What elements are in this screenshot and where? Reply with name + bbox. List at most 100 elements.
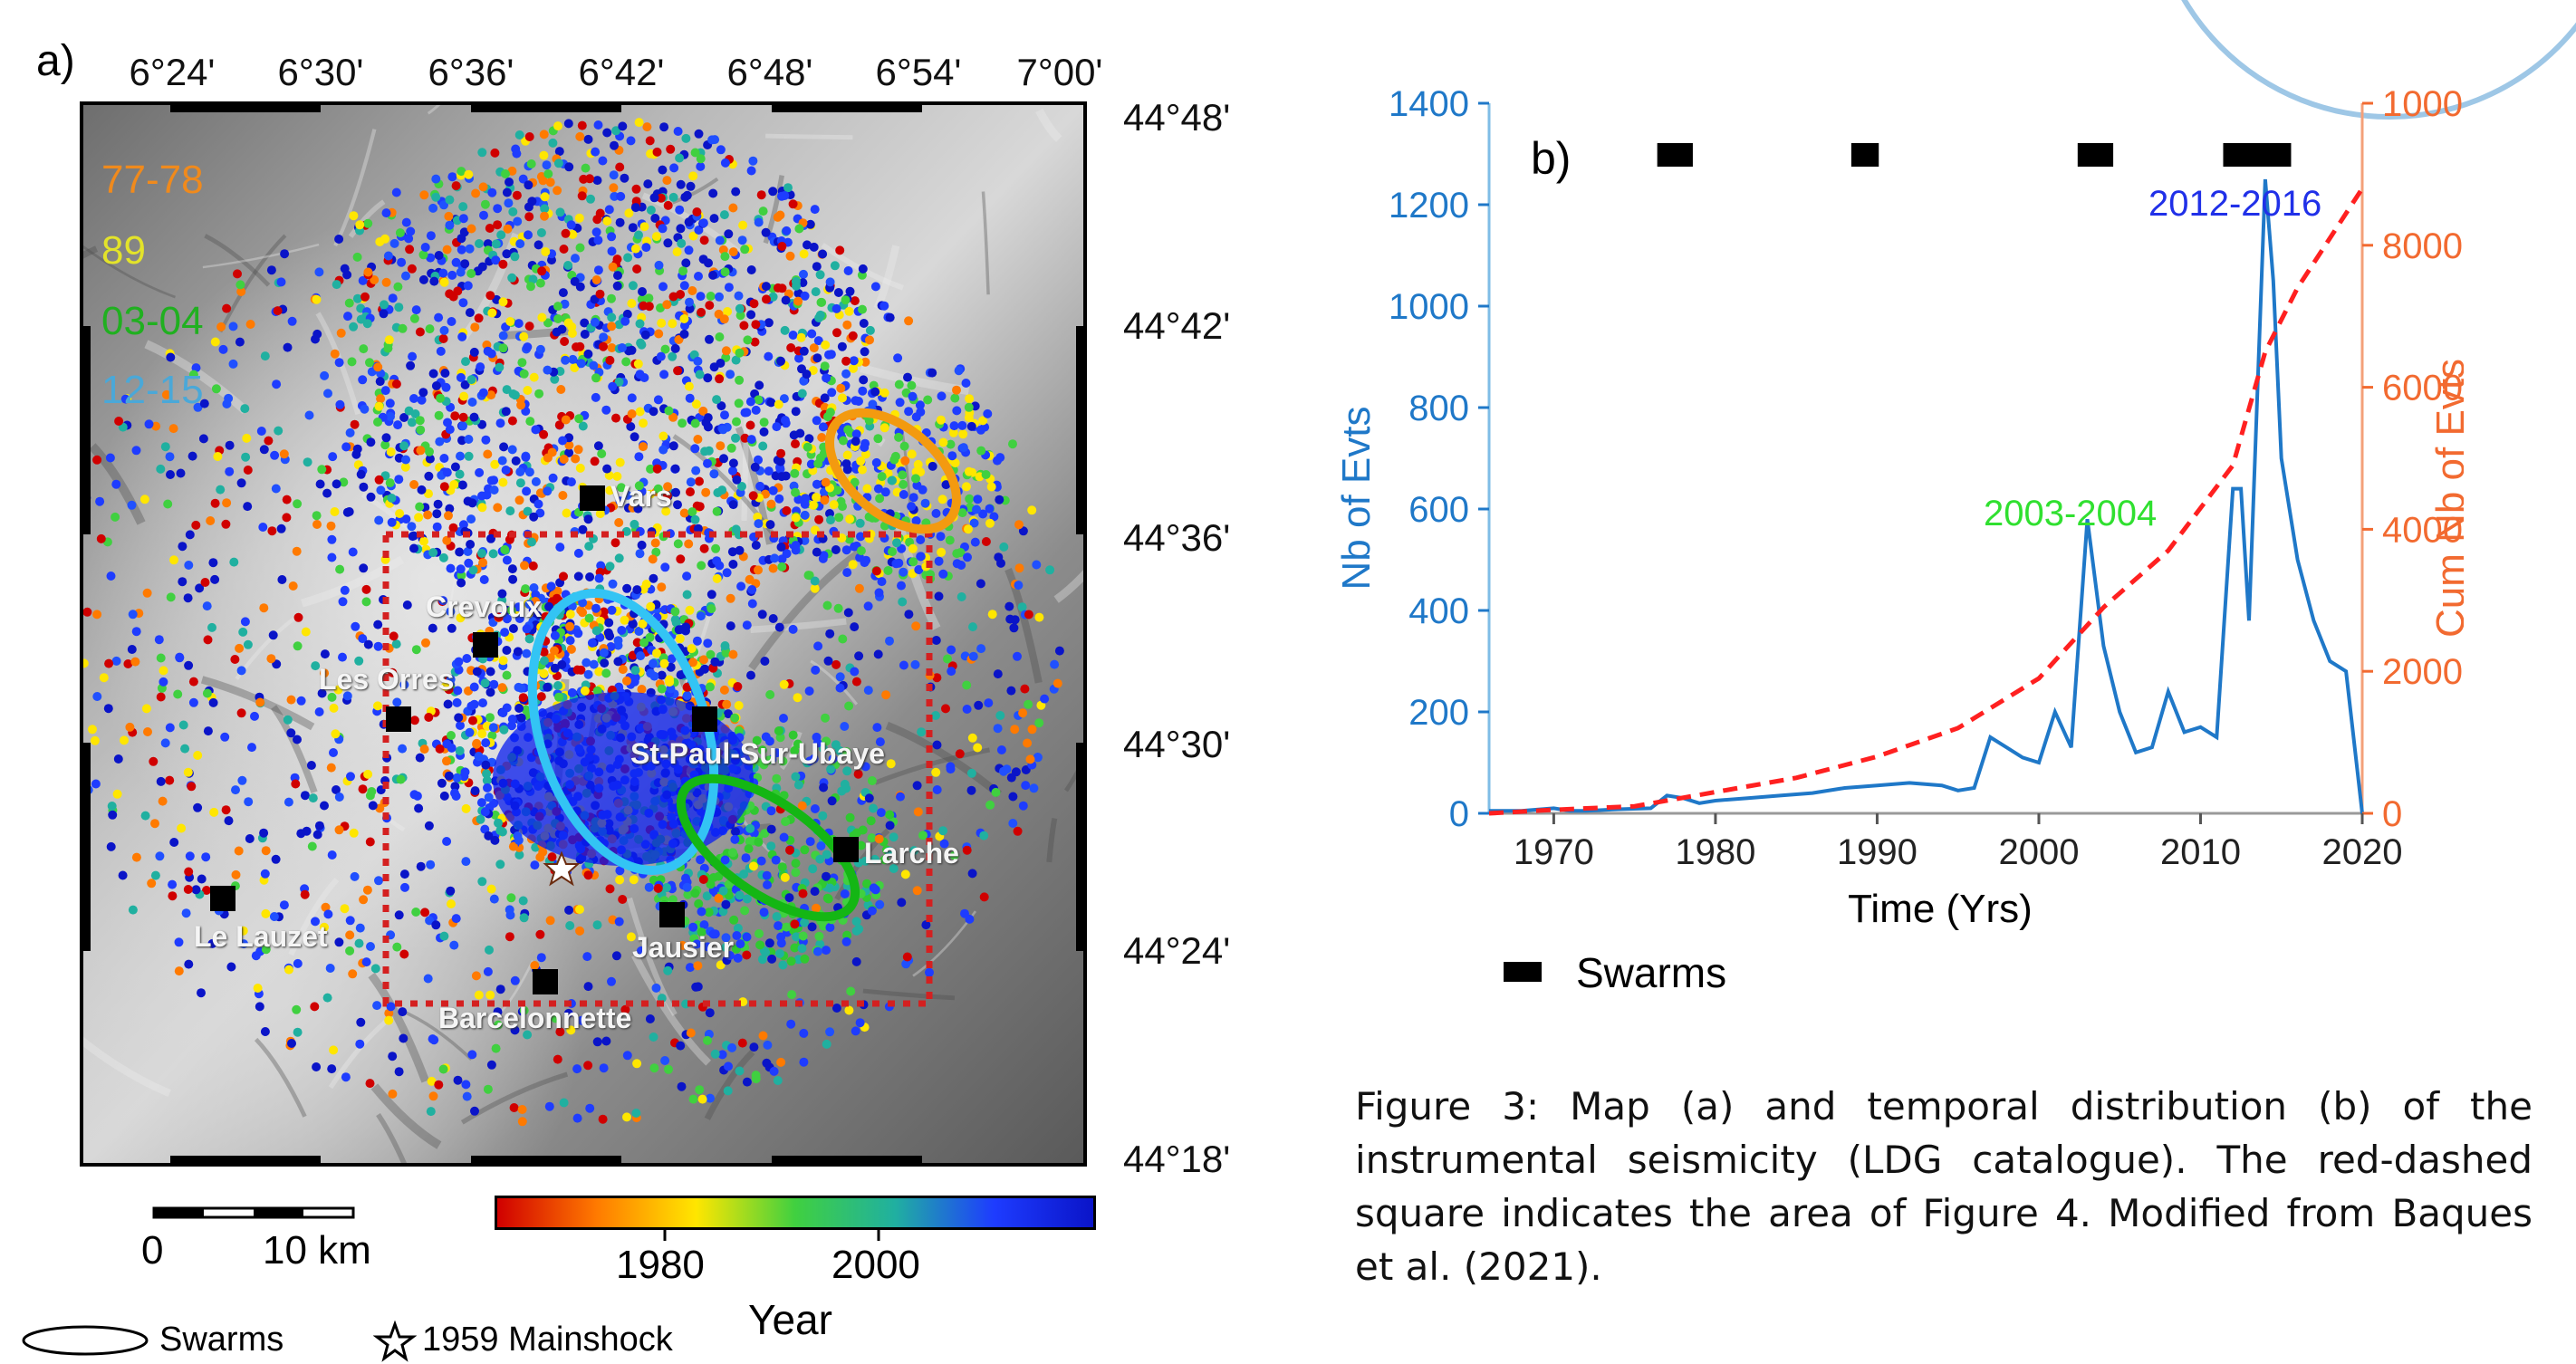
epicenter-dot	[624, 208, 634, 218]
epicenter-dot	[533, 240, 543, 250]
epicenter-dot	[593, 441, 603, 451]
epicenter-dot	[658, 282, 668, 292]
epicenter-dot	[570, 363, 580, 372]
epicenter-dot	[568, 354, 578, 364]
epicenter-dot	[469, 412, 479, 422]
epicenter-dot	[543, 365, 553, 375]
epicenter-dot	[634, 118, 644, 128]
epicenter-dot	[791, 439, 800, 449]
epicenter-dot	[502, 646, 512, 655]
relief-ridge	[406, 1011, 473, 1061]
epicenter-dot	[673, 500, 682, 510]
lat-label: 44°18'	[1123, 1138, 1231, 1180]
map-canvas	[83, 105, 1083, 1163]
epicenter-dot	[686, 487, 695, 497]
epicenter-dot	[564, 440, 574, 450]
epicenter-dot	[434, 410, 444, 420]
relief-ridge	[218, 234, 287, 333]
epicenter-dot	[558, 436, 568, 446]
epicenter-dot	[701, 487, 711, 497]
lon-label: 6°48'	[726, 51, 813, 93]
map-frame-ticks	[80, 101, 1087, 1167]
lon-label: 6°36'	[428, 51, 514, 93]
epicenter-dot	[512, 190, 522, 200]
epicenter-dot	[695, 370, 705, 379]
epicenter-dot	[750, 337, 760, 347]
epicenter-dot	[583, 134, 593, 144]
epicenter-dot	[799, 376, 809, 386]
epicenter-dot	[446, 563, 456, 573]
epicenter-dot	[567, 329, 577, 338]
relief-ridge	[83, 1036, 171, 1098]
epicenter-dot	[848, 331, 858, 341]
colorbar-ticks	[663, 1228, 880, 1241]
epicenter-dot	[646, 206, 656, 215]
epicenter-dot	[564, 162, 574, 172]
epicenter-dot	[607, 312, 617, 322]
relief-ridge	[763, 175, 784, 245]
epicenter-dot	[474, 313, 484, 323]
epicenter-dot	[842, 465, 852, 475]
epicenter-dot	[453, 286, 463, 296]
epicenter-dot	[442, 467, 452, 477]
epicenter-dot	[493, 503, 503, 513]
seismicity-time-chart: 0200400600800100012001400020004000600080…	[1334, 84, 2464, 996]
epicenter-dot	[554, 420, 564, 430]
epicenter-dot	[687, 286, 697, 295]
epicenter-dot	[498, 331, 508, 341]
epicenter-dot	[817, 433, 827, 442]
epicenter-dot	[490, 148, 500, 158]
epicenter-dot	[723, 307, 733, 316]
epicenter-dot	[475, 467, 485, 477]
epicenter-dot	[716, 401, 726, 411]
epicenter-dot	[497, 456, 507, 466]
epicenter-dot	[465, 244, 475, 254]
epicenter-dot	[399, 413, 409, 422]
epicenter-dot	[526, 159, 536, 168]
epicenter-dot	[502, 614, 512, 624]
epicenter-dot	[458, 421, 467, 431]
epicenter-dot	[768, 187, 778, 197]
epicenter-dot	[703, 373, 713, 383]
epicenter-dot	[739, 321, 749, 331]
epicenter-dot	[458, 298, 468, 308]
epicenter-dot	[728, 247, 738, 257]
epicenter-dot	[652, 147, 662, 157]
colorbar-tick-1980: 1980	[616, 1243, 705, 1287]
epicenter-dot	[604, 205, 614, 215]
epicenter-dot	[696, 154, 706, 164]
epicenter-dot	[450, 462, 460, 472]
epicenter-dot	[755, 380, 764, 390]
epicenter-dot	[673, 127, 683, 136]
epicenter-dot	[734, 291, 744, 301]
chart-series	[1488, 178, 2365, 816]
y-tick-label: 0	[1449, 794, 1469, 834]
epicenter-dot	[756, 190, 766, 200]
epicenter-dot	[555, 207, 565, 217]
epicenter-dot	[811, 287, 821, 297]
epicenter-dot	[523, 506, 533, 516]
relief-ridge	[671, 177, 719, 205]
epicenter-dot	[508, 574, 518, 584]
epicenter-dot	[706, 292, 716, 301]
epicenter-dot	[358, 375, 368, 385]
epicenter-dot	[745, 574, 755, 584]
epicenter-dot	[442, 245, 452, 255]
epicenter-dot	[646, 464, 656, 474]
epicenter-dot	[384, 335, 394, 345]
epicenter-dot	[607, 246, 617, 256]
epicenter-dot	[810, 205, 820, 215]
epicenter-dot	[352, 444, 362, 454]
epicenter-dot	[627, 393, 637, 403]
epicenter-dot	[755, 481, 765, 491]
epicenter-dot	[813, 336, 823, 346]
epicenter-dot	[694, 272, 703, 281]
epicenter-dot	[502, 249, 512, 259]
epicenter-dot	[477, 503, 487, 513]
epicenter-dot	[693, 435, 703, 444]
epicenter-dot	[805, 219, 815, 229]
epicenter-dot	[520, 561, 529, 571]
epicenter-dot	[626, 422, 636, 431]
epicenter-dot	[374, 475, 384, 485]
swarm-period-bar	[1657, 143, 1693, 167]
